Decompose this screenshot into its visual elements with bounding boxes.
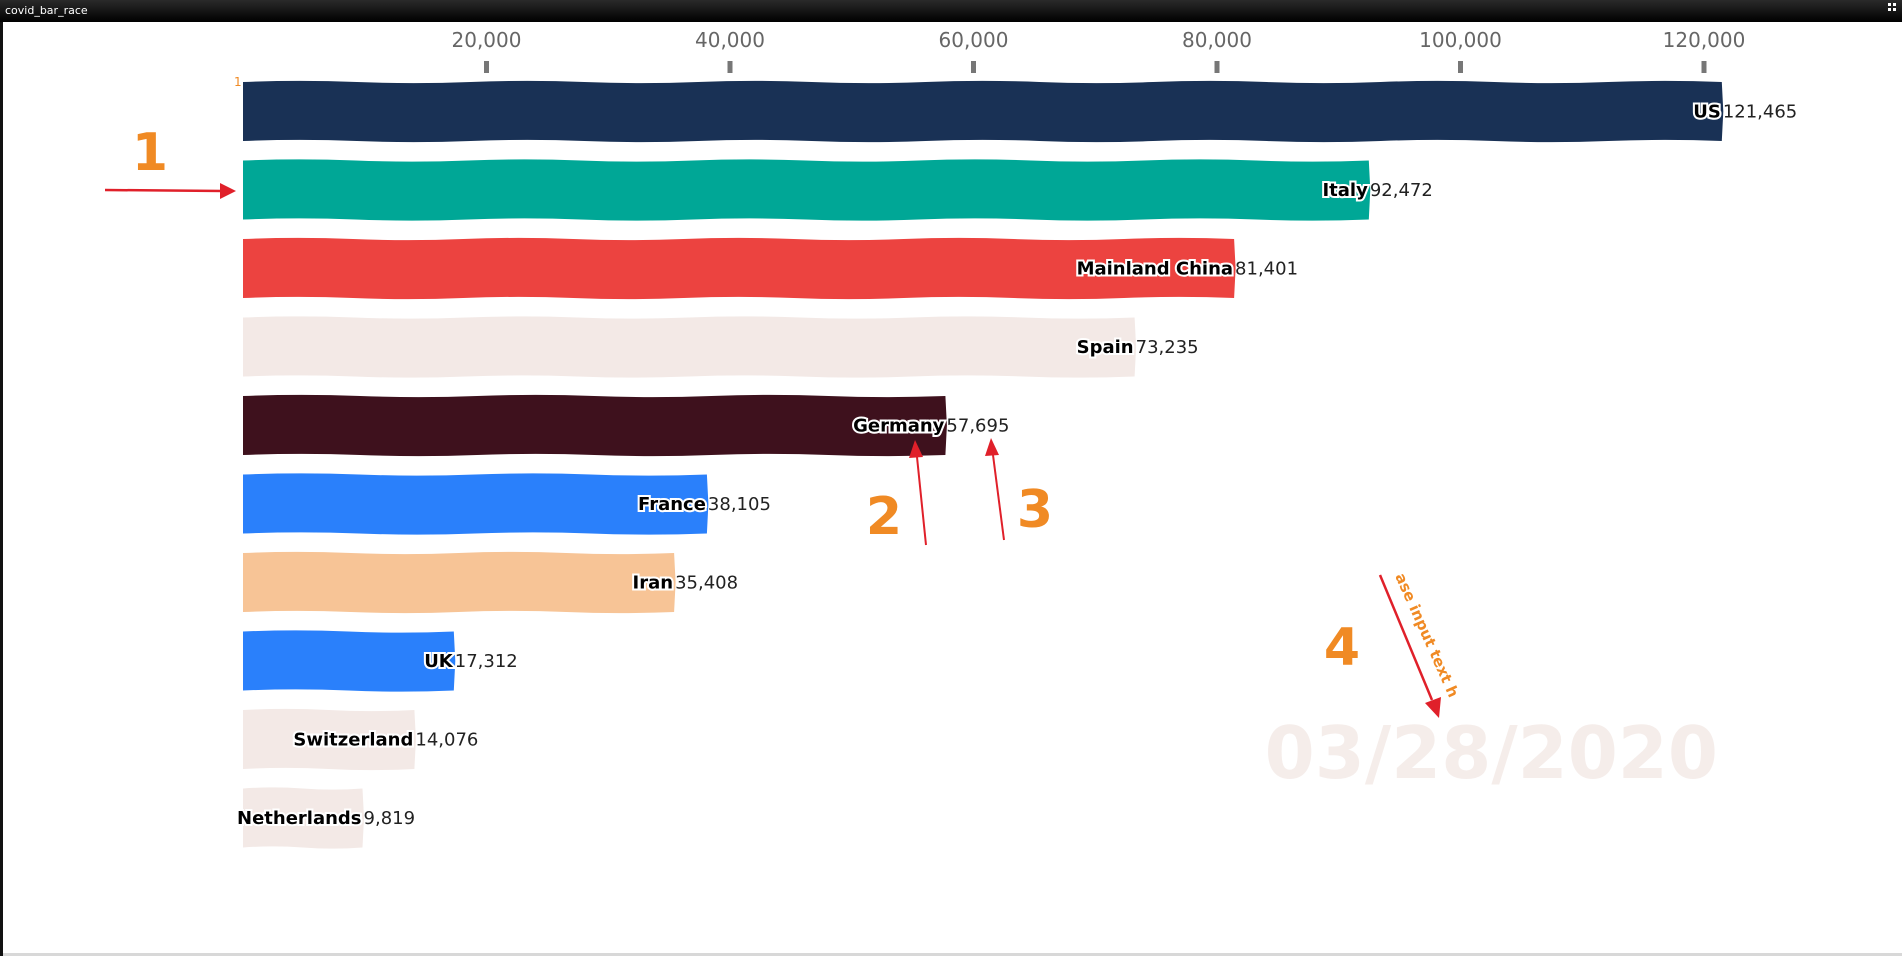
country-label-netherlands: Netherlands: [237, 808, 362, 829]
value-label-uk: 17,312: [455, 651, 518, 672]
country-label-switzerland: Switzerland: [293, 730, 413, 751]
bar-uk: [243, 630, 456, 692]
x-tick-mark: [1458, 61, 1463, 73]
country-label-mainland-china: Mainland China: [1077, 259, 1233, 280]
value-label-italy: 92,472: [1370, 180, 1433, 201]
bar-italy: [243, 159, 1371, 221]
x-tick-mark: [971, 61, 976, 73]
arrow-2-icon: [916, 456, 927, 546]
bar-spain: [243, 316, 1137, 378]
country-label-france: France: [638, 494, 706, 515]
annotation-marker-2: 2: [866, 487, 902, 547]
country-label-spain: Spain: [1077, 337, 1134, 358]
country-label-italy: Italy: [1322, 180, 1368, 201]
left-border: [0, 22, 3, 956]
x-tick-label: 40,000: [695, 28, 765, 52]
date-label: 03/28/2020: [1265, 711, 1718, 795]
value-label-iran: 35,408: [675, 573, 738, 594]
value-label-germany: 57,695: [946, 416, 1009, 437]
bar-mainland-china: [243, 237, 1236, 300]
value-label-netherlands: 9,819: [364, 808, 416, 829]
bar-switzerland: [243, 708, 416, 771]
arrow-3-head-icon: [985, 438, 999, 456]
country-label-germany: Germany: [853, 416, 945, 437]
arrow-1-icon: [104, 188, 224, 193]
x-tick-label: 80,000: [1182, 28, 1252, 52]
window-menu-icon[interactable]: [1888, 3, 1898, 15]
bar-iran: [243, 551, 676, 614]
value-label-switzerland: 14,076: [415, 730, 478, 751]
bar-netherlands: [243, 787, 364, 849]
value-label-us: 121,465: [1723, 102, 1797, 123]
x-tick-mark: [484, 61, 489, 73]
x-tick-mark: [1214, 61, 1220, 73]
value-label-france: 38,105: [708, 494, 771, 515]
country-label-uk: UK: [424, 651, 454, 672]
x-tick-mark: [727, 61, 733, 73]
annotation-marker-4: 4: [1324, 618, 1360, 678]
rank-marker: 1: [234, 75, 242, 89]
window-title: covid_bar_race: [5, 4, 88, 17]
annotation-marker-3: 3: [1017, 480, 1053, 540]
arrow-4-head-icon: [1425, 697, 1441, 718]
country-label-us: US: [1693, 102, 1721, 123]
annotation-marker-1: 1: [132, 123, 168, 183]
annotation-arrow-text: ase input text h: [1391, 570, 1462, 700]
x-tick-label: 60,000: [939, 28, 1009, 52]
bar-france: [243, 473, 709, 535]
x-tick-mark: [1701, 61, 1707, 73]
x-tick-label: 20,000: [452, 28, 522, 52]
arrow-1-head-icon: [220, 183, 236, 199]
country-label-iran: Iran: [633, 573, 674, 594]
arrow-4-icon: [1378, 574, 1434, 701]
x-tick-label: 120,000: [1663, 28, 1746, 52]
x-axis: 20,000 40,000 60,000 80,000 100,000 120,000: [452, 28, 1746, 73]
x-tick-label: 100,000: [1419, 28, 1502, 52]
arrow-2-head-icon: [909, 440, 923, 458]
value-label-mainland-china: 81,401: [1235, 259, 1298, 280]
window-titlebar: covid_bar_race: [0, 0, 1902, 22]
bars-group: US 121,465 Italy 92,472 Mainland China 81,401…: [235, 80, 1797, 849]
bar-germany: [243, 394, 947, 457]
bottom-divider: [3, 953, 1902, 956]
arrow-3-icon: [992, 454, 1005, 541]
bar-us: [243, 80, 1724, 143]
value-label-spain: 73,235: [1136, 337, 1199, 358]
